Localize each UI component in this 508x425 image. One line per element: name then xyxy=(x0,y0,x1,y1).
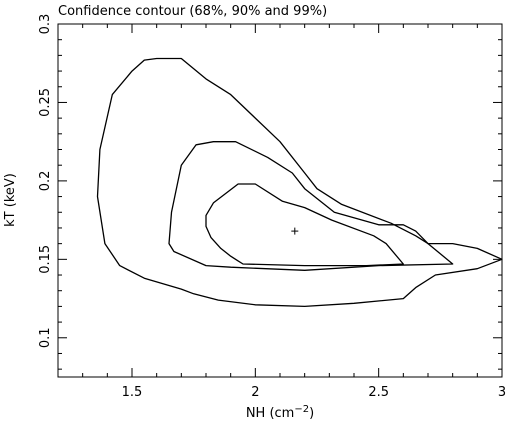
x-tick-label: 1.5 xyxy=(122,385,143,400)
y-axis-title: kT (keV) xyxy=(3,173,18,227)
x-axis-label: NH (cm xyxy=(246,406,295,421)
x-axis-label-close: ) xyxy=(309,406,314,421)
y-tick-label: 0.3 xyxy=(38,14,53,35)
x-axis-title: NH (cm−2) xyxy=(246,404,314,421)
x-tick-label: 2.5 xyxy=(368,385,389,400)
y-tick-label: 0.1 xyxy=(38,327,53,348)
x-tick-label: 2 xyxy=(251,385,259,400)
y-tick-label: 0.15 xyxy=(38,245,53,274)
x-axis-label-exponent: −2 xyxy=(294,404,309,415)
ticks: 1.5 2 2.5 3 0.1 0.15 0.2 0.25 0.3 xyxy=(38,14,506,400)
best-fit-marker xyxy=(291,227,299,235)
chart-title: Confidence contour (68%, 90% and 99%) xyxy=(58,4,327,19)
y-tick-label: 0.2 xyxy=(38,171,53,192)
plot-frame xyxy=(57,23,503,378)
contours xyxy=(96,57,503,308)
axes-box xyxy=(57,23,503,378)
y-tick-label: 0.25 xyxy=(38,88,53,117)
contour-99-percent xyxy=(96,57,503,308)
contour-90-percent xyxy=(168,141,454,271)
contour-68-percent xyxy=(205,183,404,267)
x-tick-label: 3 xyxy=(498,385,506,400)
